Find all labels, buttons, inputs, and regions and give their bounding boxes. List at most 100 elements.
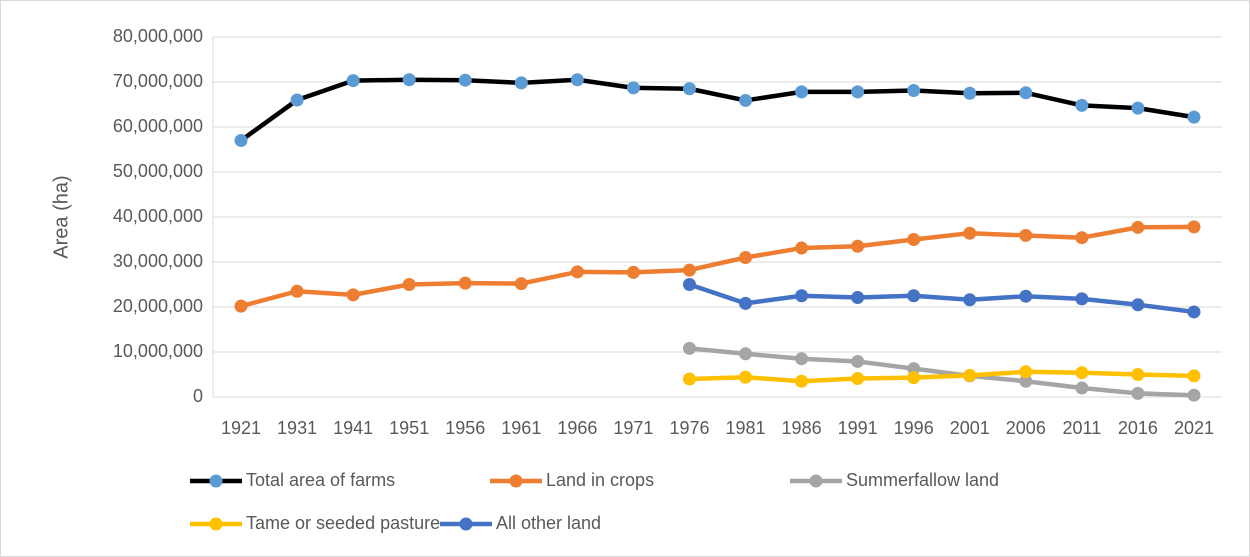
- series-marker: [1075, 366, 1089, 380]
- legend-label: Summerfallow land: [846, 470, 999, 490]
- series-marker: [1019, 289, 1033, 303]
- legend-marker: [209, 474, 223, 488]
- series-marker: [907, 362, 921, 376]
- x-tick-label: 1981: [726, 418, 766, 438]
- x-tick-label: 1951: [389, 418, 429, 438]
- y-tick-label: 30,000,000: [113, 251, 203, 271]
- series-marker: [795, 289, 809, 303]
- series-marker: [1131, 101, 1145, 115]
- y-tick-label: 20,000,000: [113, 296, 203, 316]
- series-marker: [1187, 220, 1201, 234]
- legend-marker: [459, 517, 473, 531]
- y-tick-label: 60,000,000: [113, 116, 203, 136]
- x-tick-label: 1971: [613, 418, 653, 438]
- series-marker: [963, 226, 977, 240]
- series-marker: [1131, 368, 1145, 381]
- x-tick-label: 2016: [1118, 418, 1158, 438]
- series-marker: [626, 265, 640, 279]
- series-marker: [402, 278, 416, 291]
- legend-label: Total area of farms: [246, 470, 395, 490]
- series-marker: [1187, 369, 1201, 383]
- series-marker: [234, 299, 248, 313]
- x-tick-label: 1941: [333, 418, 373, 438]
- series-marker: [402, 73, 416, 87]
- legend-marker: [209, 517, 223, 531]
- series-marker: [739, 347, 753, 361]
- series-marker: [739, 370, 753, 384]
- series-marker: [795, 85, 809, 99]
- series-marker: [907, 233, 921, 246]
- y-tick-label: 40,000,000: [113, 206, 203, 226]
- series-marker: [739, 93, 753, 107]
- series-marker: [1075, 292, 1089, 306]
- series-line: [689, 346, 1195, 398]
- x-tick-label: 1931: [277, 418, 317, 438]
- series-marker: [795, 352, 809, 366]
- series-marker: [570, 73, 584, 87]
- series-marker: [963, 368, 977, 382]
- series-line: [239, 77, 1195, 143]
- series-marker: [739, 296, 753, 310]
- series-marker: [290, 93, 304, 107]
- x-tick-label: 2001: [950, 418, 990, 438]
- y-tick-label: 70,000,000: [113, 71, 203, 91]
- y-tick-label: 10,000,000: [113, 341, 203, 361]
- legend-marker: [809, 474, 823, 488]
- series-marker: [1019, 228, 1033, 242]
- y-tick-label: 50,000,000: [113, 161, 203, 181]
- series-marker: [907, 289, 921, 303]
- series-marker: [514, 76, 528, 90]
- x-tick-label: 1976: [669, 418, 709, 438]
- series-marker: [851, 291, 865, 305]
- series-marker: [963, 293, 977, 307]
- series-marker: [795, 241, 809, 255]
- series-marker: [1187, 305, 1201, 319]
- series-marker: [346, 288, 360, 302]
- series-marker: [851, 372, 865, 386]
- y-axis-label: Area (ha): [50, 175, 72, 258]
- x-tick-label: 1921: [221, 418, 261, 438]
- series-marker: [458, 276, 472, 290]
- series-marker: [1187, 388, 1201, 402]
- series-marker: [1075, 98, 1089, 112]
- series-marker: [682, 278, 696, 291]
- series-marker: [963, 86, 977, 100]
- series-marker: [682, 372, 696, 386]
- series-marker: [851, 239, 865, 253]
- x-tick-label: 1966: [557, 418, 597, 438]
- x-tick-label: 2021: [1174, 418, 1214, 438]
- legend-label: All other land: [496, 513, 601, 533]
- series-marker: [682, 82, 696, 96]
- series-marker: [514, 277, 528, 291]
- x-tick-label: 1986: [782, 418, 822, 438]
- series-marker: [907, 371, 921, 385]
- series-marker: [1019, 365, 1033, 379]
- series-marker: [682, 341, 696, 355]
- series-marker: [346, 74, 360, 88]
- series-marker: [234, 134, 248, 147]
- x-tick-label: 1996: [894, 418, 934, 438]
- series-marker: [1131, 298, 1145, 312]
- series-marker: [1075, 381, 1089, 395]
- x-tick-label: 2011: [1063, 418, 1102, 438]
- series-marker: [1019, 86, 1033, 100]
- x-tick-label: 1956: [445, 418, 485, 438]
- legend-marker: [509, 474, 523, 488]
- series-marker: [1131, 220, 1145, 234]
- series-marker: [739, 251, 753, 264]
- series-marker: [907, 84, 921, 98]
- legend-label: Land in crops: [546, 470, 654, 490]
- series-marker: [1075, 231, 1089, 245]
- x-tick-label: 1991: [838, 418, 878, 438]
- series-marker: [1019, 374, 1033, 388]
- series-marker: [795, 374, 809, 388]
- y-tick-label: 80,000,000: [113, 26, 203, 46]
- series-marker: [851, 354, 865, 368]
- series-line: [688, 282, 1195, 315]
- series-marker: [1131, 386, 1145, 400]
- y-tick-label: 0: [193, 386, 203, 406]
- legend-label: Tame or seeded pasture: [246, 513, 440, 533]
- series-line: [240, 224, 1194, 309]
